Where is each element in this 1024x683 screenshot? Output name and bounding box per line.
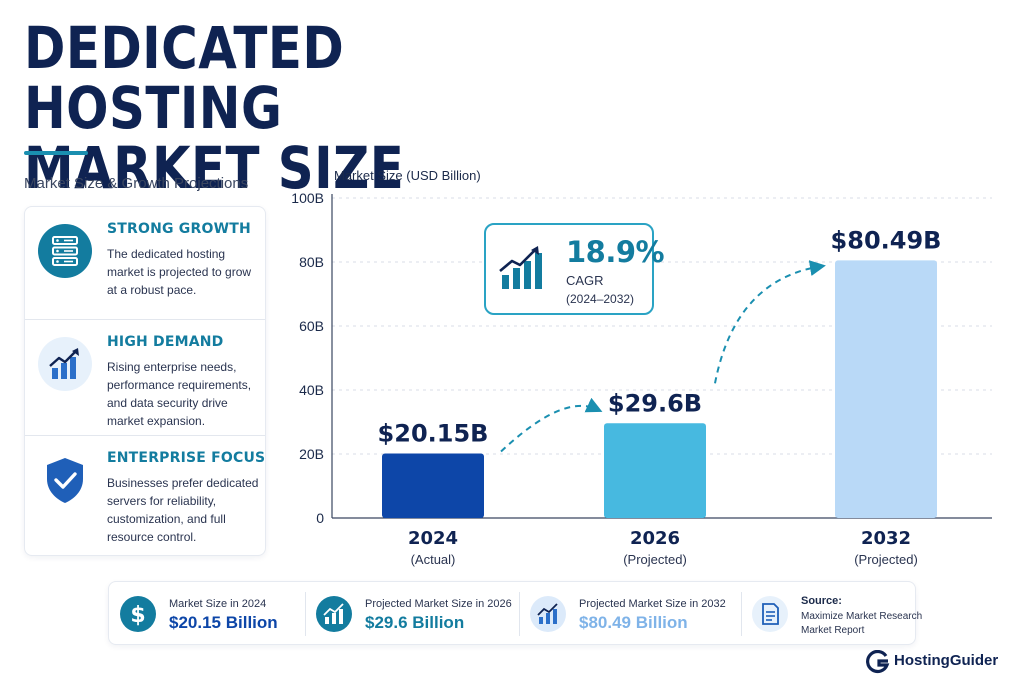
feature-card-heading: ENTERPRISE FOCUS xyxy=(107,450,266,466)
brand-name: HostingGuider xyxy=(894,652,999,669)
y-tick-label: 0 xyxy=(316,510,324,526)
server-icon xyxy=(38,224,92,278)
y-tick-label: 80B xyxy=(299,254,324,270)
y-tick-label: 20B xyxy=(299,446,324,462)
dollar-icon: $ xyxy=(120,596,156,632)
source-title: Source: xyxy=(801,595,842,607)
feature-card-strong-growth: STRONG GROWTH The dedicated hosting mark… xyxy=(25,207,265,319)
bar-2026 xyxy=(604,423,706,518)
brand-logo: HostingGuider xyxy=(866,648,1016,676)
growth-arrows xyxy=(500,260,826,453)
stat-2024: $ Market Size in 2024 $20.15 Billion xyxy=(109,582,305,646)
stat-value: $20.15 Billion xyxy=(169,613,278,632)
stat-2026: Projected Market Size in 2026 $29.6 Bill… xyxy=(305,582,519,646)
bar-2024 xyxy=(382,453,484,518)
value-label: $29.6B xyxy=(608,389,702,417)
page-title: DEDICATED HOSTING MARKET SIZE xyxy=(24,18,471,198)
shield-check-icon xyxy=(47,458,83,503)
divider xyxy=(305,592,306,636)
growth-chart-icon xyxy=(316,596,352,632)
title-line-2: MARKET SIZE xyxy=(24,134,405,202)
feature-card-text: The dedicated hosting market is projecte… xyxy=(107,247,252,297)
svg-text:$: $ xyxy=(130,603,145,628)
page-subtitle: Market Size & Growth Projections xyxy=(24,175,249,192)
value-label: $20.15B xyxy=(378,420,489,448)
x-tick-label: 2026 xyxy=(630,528,680,549)
feature-card-heading: HIGH DEMAND xyxy=(107,334,224,350)
x-axis-labels: 2024 (Actual) 2026 (Projected) 2032 (Projecte… xyxy=(408,528,918,567)
cagr-callout: 18.9% CAGR (2024–2032) xyxy=(484,223,665,315)
x-tick-label: 2032 xyxy=(861,528,911,549)
x-tick-label: 2024 xyxy=(408,528,458,549)
divider xyxy=(741,592,742,636)
bars xyxy=(382,260,937,518)
value-label: $80.49B xyxy=(831,226,942,254)
feature-card-enterprise-focus: ENTERPRISE FOCUS Businesses prefer dedic… xyxy=(25,435,265,555)
hostingguider-logo-icon xyxy=(866,650,890,674)
stat-label: Market Size in 2024 xyxy=(169,598,267,610)
value-labels: $20.15B $29.6B $80.49B xyxy=(378,226,942,447)
y-axis-label: Market Size (USD Billion) xyxy=(334,168,481,183)
title-line-1: DEDICATED HOSTING xyxy=(24,14,345,142)
cagr-range: (2024–2032) xyxy=(566,292,635,306)
title-underline xyxy=(24,151,88,155)
cagr-value: 18.9% xyxy=(566,235,665,269)
stat-value: $80.49 Billion xyxy=(579,613,688,632)
feature-card-text: Rising enterprise needs, performance req… xyxy=(107,360,252,428)
bar-2032 xyxy=(835,260,937,518)
y-tick-label: 40B xyxy=(299,382,324,398)
x-tick-note: (Projected) xyxy=(623,552,687,567)
source-info: Source: Maximize Market Research Market … xyxy=(741,582,922,646)
feature-card-text: Businesses prefer dedicated servers for … xyxy=(107,476,259,544)
feature-card-high-demand: HIGH DEMAND Rising enterprise needs, per… xyxy=(25,319,265,435)
market-size-bar-chart: Market Size (USD Billion) 0 20B 40B 60B 80B 1… xyxy=(291,168,992,567)
growth-arrow xyxy=(500,397,603,453)
growth-chart-icon xyxy=(38,337,92,391)
divider xyxy=(519,592,520,636)
stat-label: Projected Market Size in 2032 xyxy=(579,598,726,610)
x-tick-note: (Actual) xyxy=(411,552,456,567)
y-tick-label: 60B xyxy=(299,318,324,334)
stat-2032: Projected Market Size in 2032 $80.49 Bil… xyxy=(519,582,741,646)
source-line: Market Report xyxy=(801,625,865,636)
stat-value: $29.6 Billion xyxy=(365,613,465,632)
y-tick-label: 100B xyxy=(291,190,324,206)
growth-arrow xyxy=(714,260,826,384)
stat-label: Projected Market Size in 2026 xyxy=(365,598,512,610)
growth-chart-icon xyxy=(499,246,542,289)
stats-strip: $ Market Size in 2024 $20.15 Billion Pro… xyxy=(108,581,922,646)
growth-chart-icon xyxy=(530,596,566,632)
feature-cards: STRONG GROWTH The dedicated hosting mark… xyxy=(24,206,266,556)
cagr-label: CAGR xyxy=(566,273,604,288)
document-icon xyxy=(752,596,788,632)
x-tick-note: (Projected) xyxy=(854,552,918,567)
source-line: Maximize Market Research xyxy=(801,611,923,622)
y-axis-ticks: 0 20B 40B 60B 80B 100B xyxy=(291,190,324,526)
feature-card-heading: STRONG GROWTH xyxy=(107,221,251,237)
